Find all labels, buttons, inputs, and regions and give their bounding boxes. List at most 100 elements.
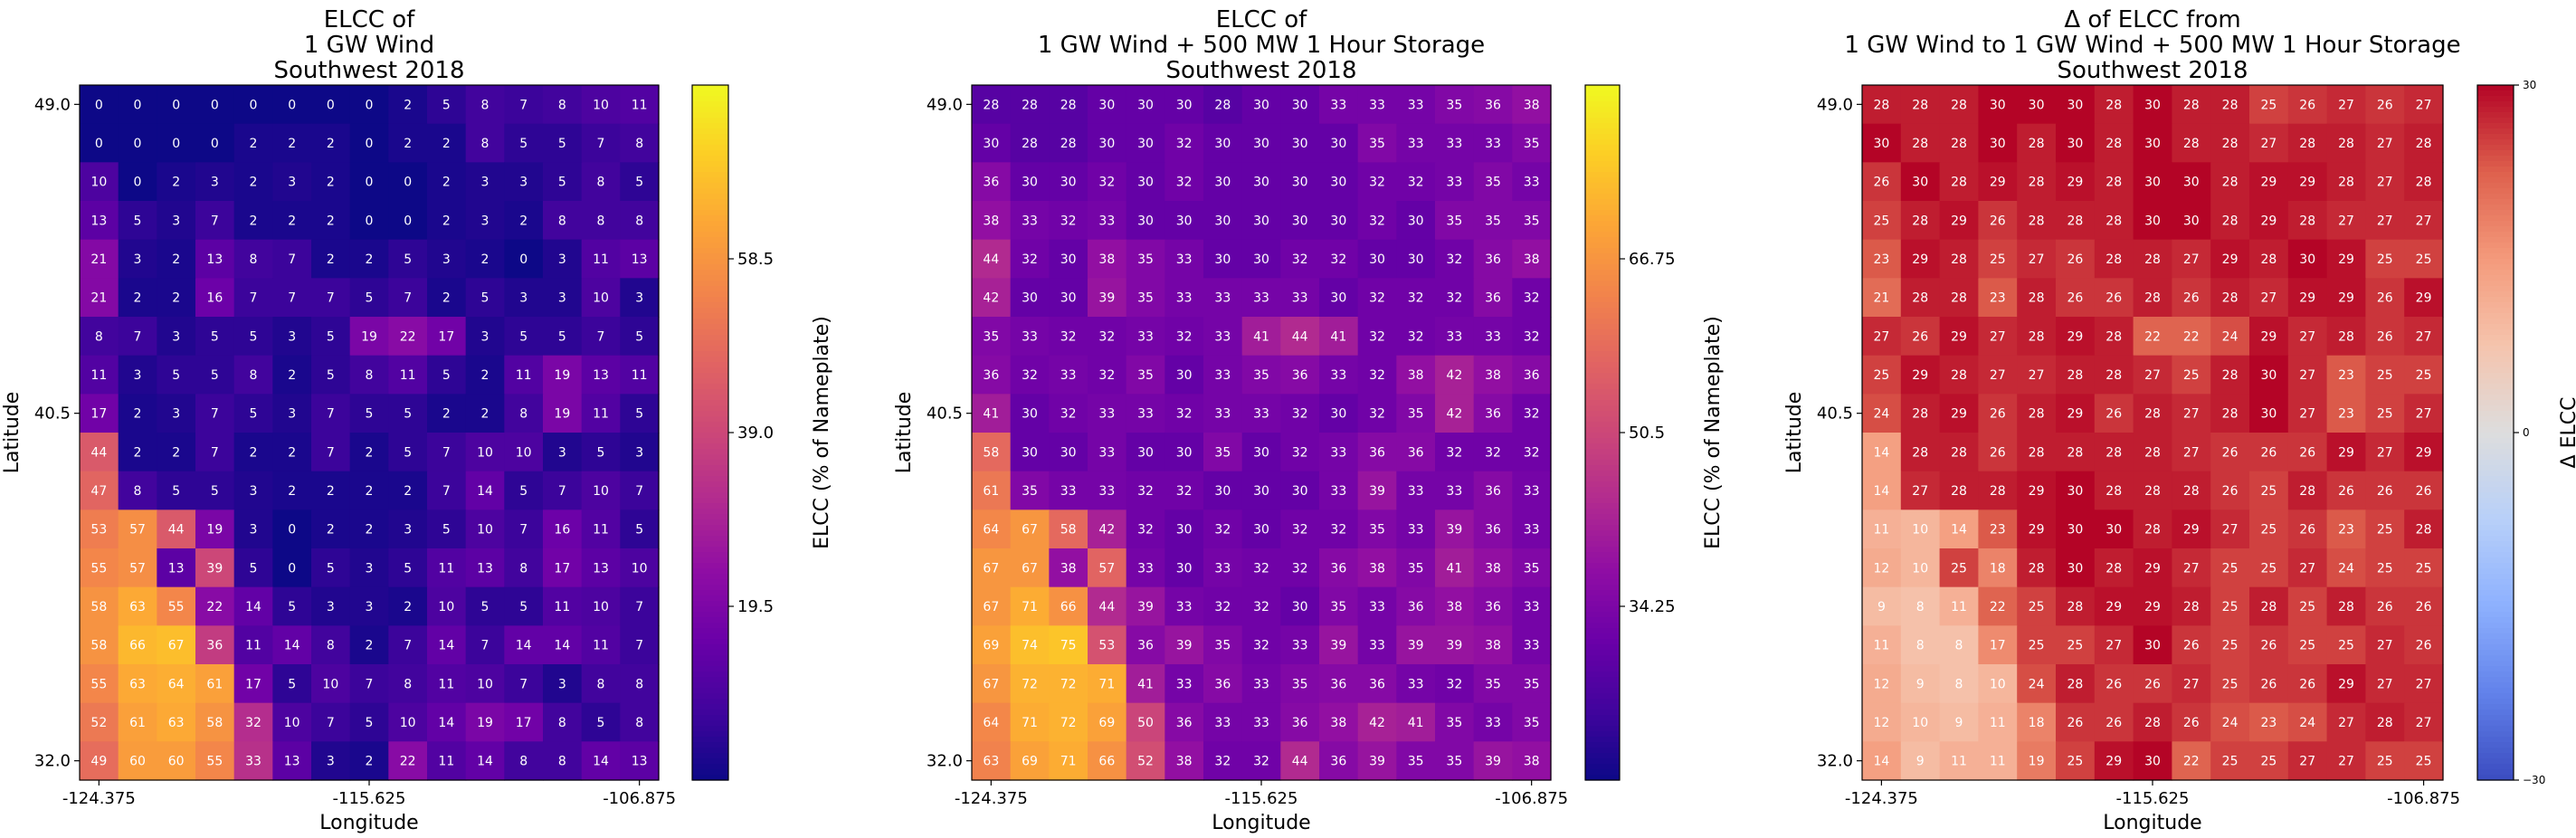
cell-value-label: 10: [593, 600, 609, 614]
cell-value-label: 16: [206, 291, 223, 306]
colorbar-segment: [1585, 709, 1620, 716]
colorbar-segment: [2477, 514, 2514, 520]
cell-value-label: 26: [2377, 484, 2393, 499]
heatmap-cell: [1280, 471, 1320, 510]
cell-value-label: 28: [1912, 291, 1928, 306]
cell-value-label: 26: [2105, 291, 2122, 306]
heatmap-cell: [465, 509, 505, 549]
heatmap-cell: [2326, 664, 2366, 704]
heatmap-cell: [2017, 355, 2057, 395]
cell-value-label: 33: [1408, 98, 1424, 112]
colorbar-segment: [1585, 139, 1620, 146]
heatmap-cell: [620, 509, 660, 549]
cell-value-label: 32: [1292, 445, 1308, 460]
cell-value-label: 29: [2144, 600, 2161, 614]
colorbar-segment: [2477, 536, 2514, 542]
heatmap-cell: [233, 548, 273, 588]
heatmap-cell: [1164, 471, 1204, 510]
heatmap-cell: [1862, 123, 1902, 163]
heatmap-panel-3: Δ of ELCC from 1 GW Wind to 1 GW Wind + 5…: [1783, 6, 2576, 834]
cell-value-label: 11: [554, 600, 570, 614]
colorbar-segment: [2477, 139, 2514, 146]
heatmap-cell: [1241, 239, 1281, 279]
heatmap-cell: [195, 548, 235, 588]
heatmap-cell: [195, 471, 235, 510]
heatmap-cell: [2365, 239, 2405, 279]
colorbar-segment: [1585, 443, 1620, 450]
x-tick-label: -106.875: [1495, 789, 1568, 808]
cell-value-label: 29: [2183, 523, 2200, 538]
cell-value-label: 30: [1214, 252, 1231, 267]
colorbar-segment: [1585, 585, 1620, 591]
colorbar-segment: [2477, 107, 2514, 113]
cell-value-label: 39: [1137, 600, 1154, 614]
heatmap-cell: [1164, 123, 1204, 163]
cell-value-label: 30: [1369, 252, 1385, 267]
heatmap-cell: [620, 702, 660, 742]
heatmap-cell: [388, 471, 428, 510]
heatmap-cell: [1319, 239, 1359, 279]
cell-value-label: 35: [1524, 137, 1540, 151]
cell-value-label: 11: [1951, 600, 1967, 614]
heatmap-cell: [1241, 394, 1281, 433]
colorbar-segment: [2477, 606, 2514, 613]
heatmap-cell: [388, 278, 428, 318]
heatmap-cell: [1900, 433, 1941, 472]
cell-value-label: 60: [168, 755, 185, 769]
heatmap-cell: [1203, 355, 1243, 395]
cell-value-label: 9: [1916, 677, 1925, 691]
heatmap-cell: [2172, 664, 2211, 704]
heatmap-cell: [118, 433, 157, 472]
cell-value-label: 33: [1369, 639, 1385, 653]
cell-value-label: 28: [1951, 176, 1967, 190]
cell-value-label: 8: [519, 407, 528, 422]
heatmap-cell: [2249, 471, 2289, 510]
colorbar-segment: [1585, 677, 1620, 683]
cell-value-label: 30: [1253, 176, 1269, 190]
colorbar-segment: [692, 329, 728, 336]
cell-value-label: 35: [1524, 716, 1540, 730]
colorbar-segment: [1585, 471, 1620, 477]
cell-value-label: 27: [2416, 214, 2432, 228]
colorbar-segment: [692, 726, 728, 732]
cell-value-label: 28: [1951, 252, 1967, 267]
colorbar-segment: [2477, 395, 2514, 401]
cell-value-label: 19: [554, 407, 570, 422]
heatmap-cell: [1396, 548, 1436, 588]
colorbar-segment: [2477, 633, 2514, 640]
cell-value-label: 9: [1877, 600, 1886, 614]
cell-value-label: 23: [2338, 407, 2354, 422]
heatmap-cell: [2365, 123, 2405, 163]
heatmap-cell: [1010, 586, 1050, 626]
colorbar-segment: [2477, 623, 2514, 629]
heatmap-cell: [388, 741, 428, 781]
cell-value-label: 28: [1990, 484, 2006, 499]
heatmap-cell: [2365, 741, 2405, 781]
heatmap-cell: [233, 741, 273, 781]
cell-value-label: 26: [1873, 176, 1889, 190]
cell-value-label: 30: [1990, 137, 2006, 151]
heatmap-cell: [157, 317, 196, 357]
cell-value-label: 14: [438, 639, 454, 653]
colorbar-segment: [2477, 563, 2514, 569]
cell-value-label: 32: [1292, 252, 1308, 267]
heatmap-cell: [427, 741, 467, 781]
heatmap-cell: [233, 394, 273, 433]
cell-value-label: 2: [442, 176, 451, 190]
heatmap-cell: [349, 162, 389, 202]
heatmap-cell: [2133, 394, 2172, 433]
cell-value-label: 52: [1137, 755, 1154, 769]
cell-value-label: 8: [1955, 639, 1963, 653]
heatmap-cell: [1010, 433, 1050, 472]
heatmap-cell: [272, 509, 312, 549]
colorbar-segment: [2477, 688, 2514, 694]
cell-value-label: 30: [2067, 561, 2083, 576]
heatmap-cell: [2056, 355, 2096, 395]
heatmap-cell: [1319, 85, 1359, 125]
cell-value-label: 71: [1060, 755, 1077, 769]
colorbar-segment: [1585, 492, 1620, 499]
heatmap-cell: [427, 355, 467, 395]
heatmap-cell: [620, 85, 660, 125]
heatmap-cell: [1357, 702, 1397, 742]
cell-value-label: 44: [168, 523, 185, 538]
